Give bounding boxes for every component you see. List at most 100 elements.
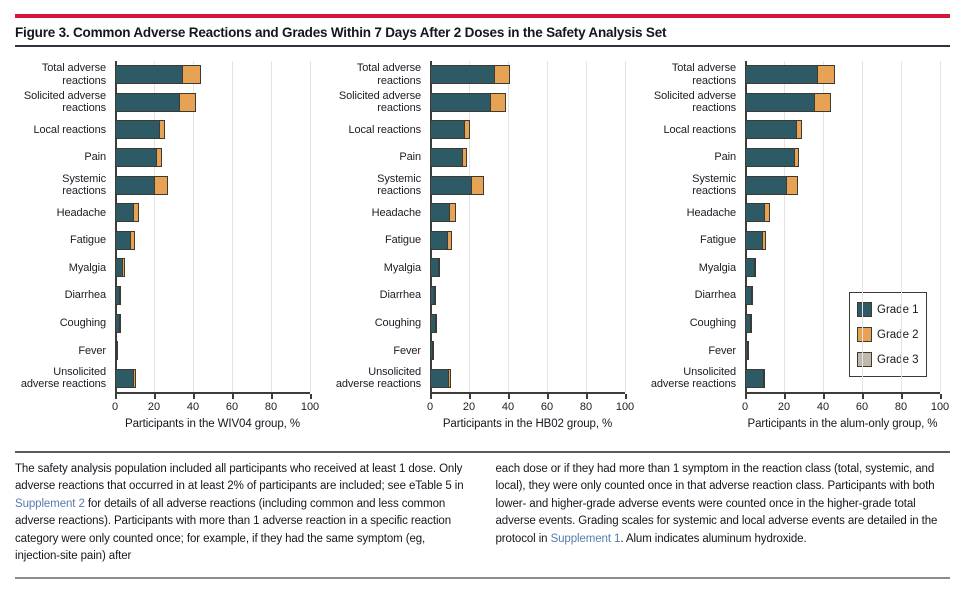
x-axis-title: Participants in the HB02 group, %: [442, 418, 613, 430]
stacked-bar: [430, 92, 507, 112]
bar-segment-grade-2: [431, 342, 433, 360]
category-label: Fatigue: [385, 234, 421, 247]
stacked-bar: [745, 368, 766, 388]
category-label: Solicited adverse reactions: [653, 89, 736, 115]
bar-track: [745, 203, 940, 223]
bar-track: [745, 148, 940, 168]
bar-track: [745, 258, 940, 278]
bar-segment-grade-2: [753, 259, 755, 277]
bar-segment-grade-2: [816, 66, 834, 84]
x-axis-tick: [940, 394, 942, 399]
chart-row: Fever: [640, 337, 940, 365]
x-axis-tick-label: 80: [579, 401, 593, 413]
category-label: Headache: [371, 206, 421, 219]
stacked-bar: [430, 230, 452, 250]
bar-segment-grade-1: [431, 369, 449, 387]
bar-segment-grade-1: [746, 369, 764, 387]
stacked-bar: [430, 258, 441, 278]
bar-segment-grade-1: [116, 93, 179, 111]
bar-rows: Total adverse reactions Solicited adverse…: [640, 61, 940, 392]
stacked-bar: [745, 203, 770, 223]
footnote: The safety analysis population included …: [15, 461, 950, 566]
category-label: Pain: [714, 151, 736, 164]
category-label: Total adverse reactions: [41, 62, 106, 87]
stacked-bar: [115, 203, 139, 223]
bar-segment-grade-2: [448, 369, 450, 387]
gridline: [232, 61, 233, 392]
category-label: Local reactions: [33, 123, 107, 136]
bar-segment-grade-2: [449, 204, 455, 222]
chart-row: Coughing: [325, 309, 625, 337]
bar-track: [115, 175, 310, 195]
stacked-bar: [430, 286, 437, 306]
bar-segment-grade-2: [159, 121, 164, 139]
bar-segment-grade-2: [794, 149, 799, 167]
gridline: [469, 61, 470, 392]
category-label: Total adverse reactions: [671, 62, 736, 87]
x-axis-tick: [586, 394, 588, 399]
chart-row: Diarrhea: [325, 282, 625, 310]
x-axis-tick: [862, 394, 864, 399]
stacked-bar: [430, 148, 467, 168]
bar-track: [745, 341, 940, 361]
category-label: Pain: [399, 151, 421, 164]
bar-segment-grade-1: [746, 231, 762, 249]
chart-row: Fatigue: [10, 227, 310, 255]
x-axis-tick-label: 100: [300, 401, 320, 413]
bar-segment-grade-1: [746, 176, 786, 194]
x-axis-tick-label: 40: [501, 401, 515, 413]
bar-segment-grade-1: [431, 231, 447, 249]
supplement-link[interactable]: Supplement 1: [550, 532, 621, 545]
x-axis-tick-label: 20: [777, 401, 791, 413]
bar-segment-grade-2: [470, 176, 483, 194]
bar-track: [430, 203, 625, 223]
x-axis-tick-label: 0: [426, 401, 434, 413]
supplement-link[interactable]: Supplement 2: [15, 497, 85, 510]
legend-swatch-grade-1: [857, 302, 872, 317]
bar-track: [745, 368, 940, 388]
x-axis-tick: [271, 394, 273, 399]
category-label: Myalgia: [68, 261, 106, 274]
x-axis-tick: [547, 394, 549, 399]
gridline: [625, 61, 626, 392]
bar-segment-grade-2: [446, 231, 451, 249]
stacked-bar: [745, 65, 835, 85]
category-label: Headache: [686, 206, 736, 219]
stacked-bar: [745, 341, 749, 361]
footnote-text: . Alum indicates aluminum hydroxide.: [620, 532, 807, 545]
bar-segment-grade-2: [156, 149, 161, 167]
gridline: [508, 61, 509, 392]
bar-track: [430, 258, 625, 278]
x-axis-tick: [745, 394, 747, 399]
bar-track: [745, 175, 940, 195]
category-label: Fever: [78, 344, 106, 357]
category-label: Fever: [393, 344, 421, 357]
bar-segment-grade-1: [431, 93, 491, 111]
x-axis-tick-label: 40: [186, 401, 200, 413]
bar-segment-grade-2: [132, 204, 138, 222]
chart-row: Pain: [10, 144, 310, 172]
bar-segment-grade-2: [119, 314, 121, 332]
bar-segment-grade-2: [181, 66, 200, 84]
stacked-bar: [430, 368, 451, 388]
stacked-bar: [745, 313, 753, 333]
bar-segment-grade-1: [116, 287, 120, 305]
plot-background: [430, 61, 626, 392]
chart-row: Systemic reactions: [10, 171, 310, 199]
bar-segment-grade-1: [431, 314, 436, 332]
bar-track: [430, 120, 625, 140]
x-axis-tick-label: 20: [147, 401, 161, 413]
chart-row: Local reactions: [10, 116, 310, 144]
legend-item-grade-2: Grade 2: [857, 327, 919, 342]
stacked-bar: [115, 258, 125, 278]
x-axis: 0 20 40 60 80 100 Participants in the WIV04 gr…: [112, 392, 319, 442]
legend-item-grade-1: Grade 1: [857, 302, 919, 317]
legend-label: Grade 3: [877, 353, 919, 366]
bar-segment-grade-1: [746, 259, 754, 277]
bar-chart-group-3: Total adverse reactions Solicited adverse…: [640, 55, 955, 445]
category-label: Pain: [84, 151, 106, 164]
bar-segment-grade-2: [153, 176, 167, 194]
gridline: [193, 61, 194, 392]
x-axis-tick-label: 40: [816, 401, 830, 413]
bar-track: [430, 175, 625, 195]
